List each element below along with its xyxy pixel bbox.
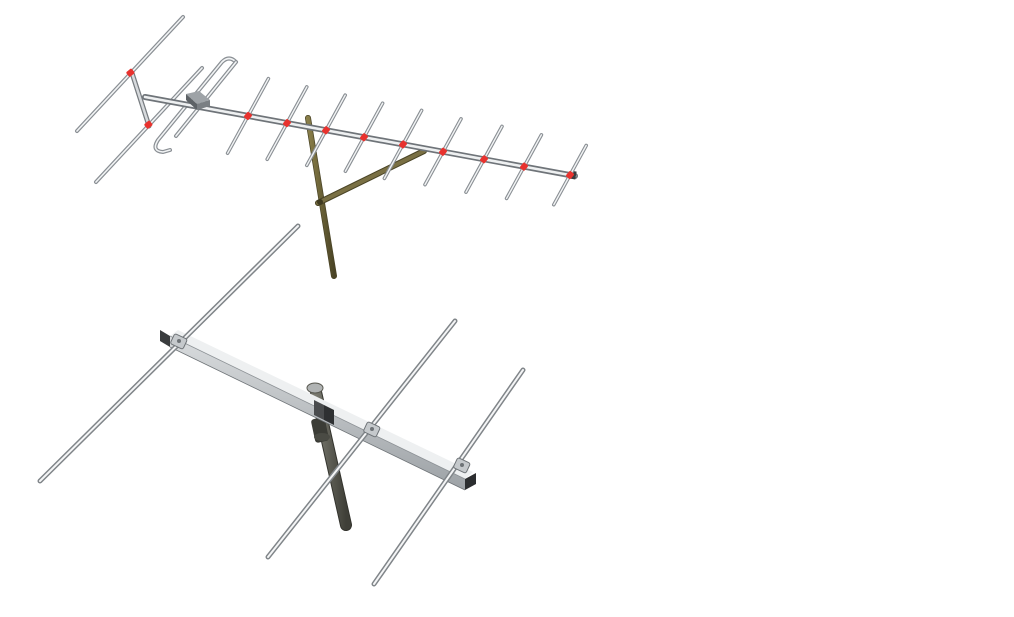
three-element-elements [37, 223, 526, 587]
yagi-insulator [399, 140, 407, 149]
yagi-insulator [566, 171, 574, 180]
yagi-insulator [360, 133, 368, 142]
yagi-insulators [126, 68, 574, 180]
yagi-directors [225, 76, 589, 207]
yagi-insulator [480, 155, 488, 164]
three-element-mast-clamp [314, 400, 334, 425]
yagi-reflector-support [129, 70, 152, 129]
yagi-insulator [439, 147, 447, 156]
yagi-mast [305, 115, 427, 279]
yagi-insulator [244, 111, 252, 120]
three-element-antenna [37, 223, 526, 587]
yagi-insulator [283, 119, 291, 128]
three-element-clamps [170, 333, 471, 474]
yagi-insulator [520, 162, 528, 171]
yagi-junction-box [186, 91, 210, 110]
yagi-insulator [322, 126, 330, 135]
yagi-antenna [75, 15, 589, 279]
